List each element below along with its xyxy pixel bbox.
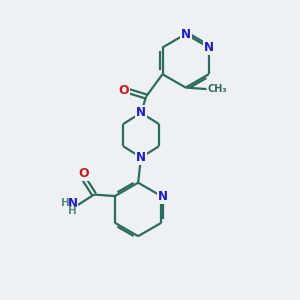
Text: N: N [136, 106, 146, 119]
Text: H: H [68, 206, 77, 216]
Text: N: N [68, 197, 77, 210]
Text: N: N [181, 28, 191, 40]
Text: N: N [158, 190, 168, 202]
Text: O: O [78, 167, 89, 180]
Text: N: N [136, 151, 146, 164]
Text: N: N [204, 41, 214, 54]
Text: CH₃: CH₃ [208, 84, 228, 94]
Text: H: H [61, 199, 70, 208]
Text: O: O [118, 84, 129, 97]
